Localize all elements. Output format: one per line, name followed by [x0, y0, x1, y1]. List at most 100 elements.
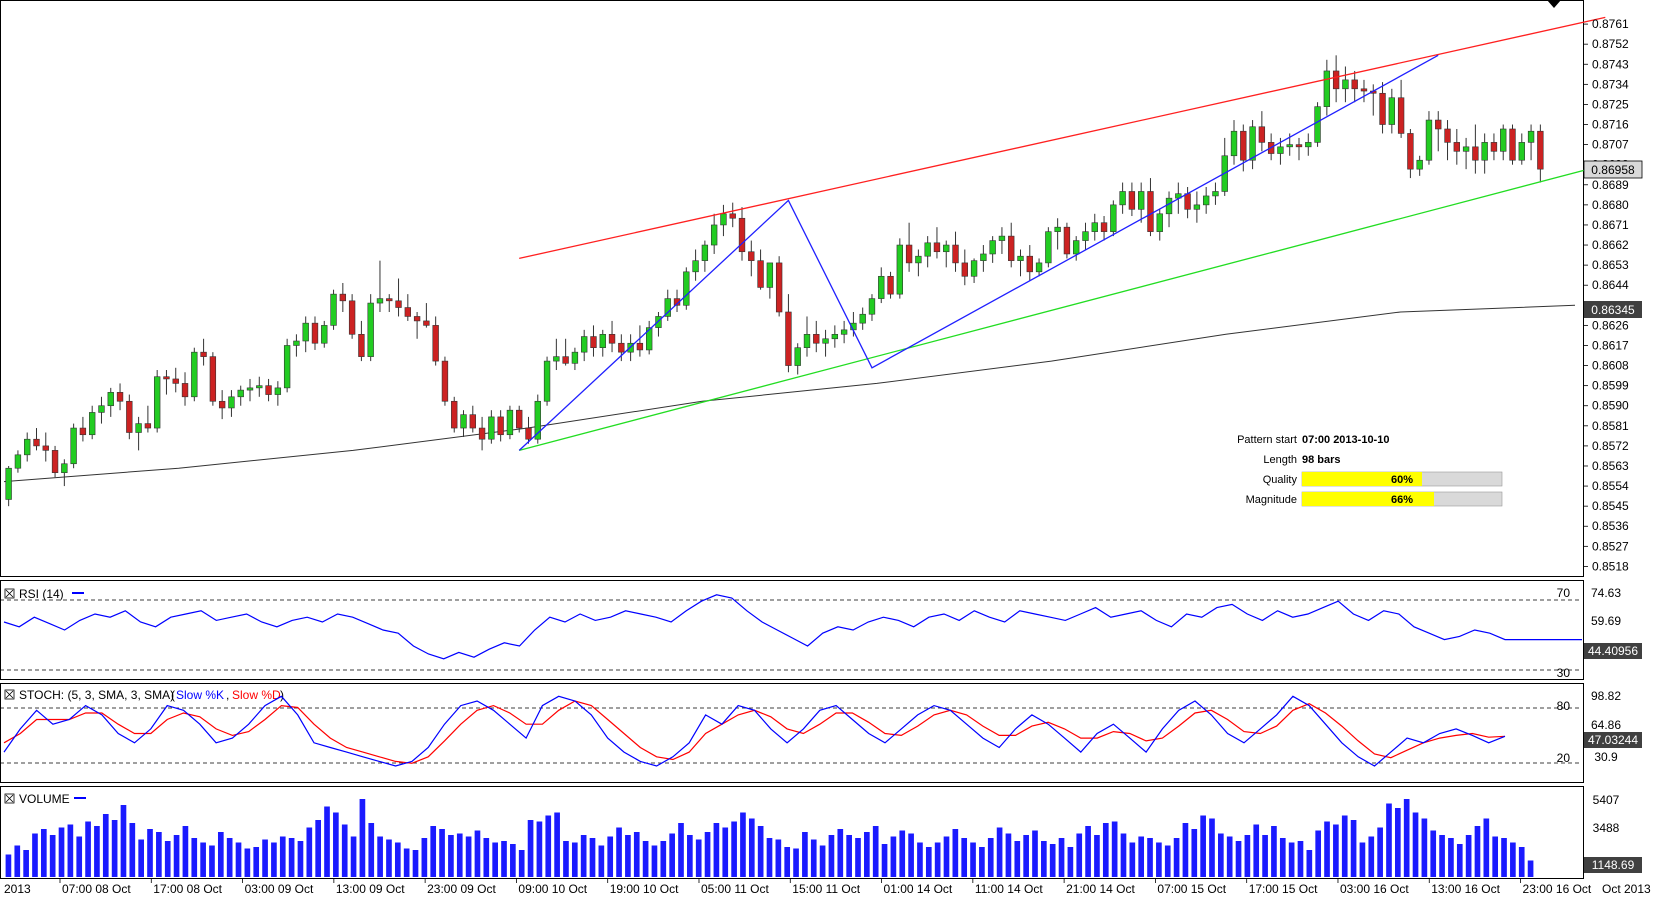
bear-candle [1360, 88, 1368, 92]
bull-candle [460, 414, 467, 429]
time-tick-label: 21:00 14 Oct [1066, 882, 1135, 896]
volume-bar [1023, 835, 1029, 877]
volume-bar [545, 815, 552, 877]
volume-bar [76, 836, 83, 877]
price-tick-label: 0.8590 [1592, 399, 1629, 413]
bear-candle [525, 427, 532, 440]
volume-bar [660, 841, 667, 877]
price-tick-label: 0.8689 [1592, 178, 1629, 192]
volume-bar [722, 827, 729, 877]
bear-candle [887, 275, 894, 295]
bull-candle [488, 416, 495, 440]
volume-bar [1492, 836, 1499, 877]
stoch-panel: STOCH: (5, 3, SMA, 3, SMA) ( Slow %K , S… [0, 688, 1642, 767]
volume-bar [1262, 835, 1268, 877]
volume-bar [740, 812, 746, 877]
volume-bar [828, 835, 835, 877]
volume-bar [1306, 850, 1313, 877]
bear-candle [516, 409, 523, 429]
ma-value-box [1584, 301, 1642, 318]
last-price-value: 0.86958 [1591, 163, 1635, 177]
volume-bars [5, 799, 1534, 877]
volume-bar [952, 829, 959, 877]
bull-candle [228, 396, 235, 409]
volume-bar [1191, 829, 1198, 877]
bear-candle [775, 262, 783, 313]
volume-bar [501, 841, 507, 877]
rsi-panel-frame [0, 580, 1584, 680]
bear-candle [1240, 130, 1247, 161]
stoch-d-label: Slow %D [232, 688, 281, 702]
volume-bar [810, 839, 817, 877]
volume-bar [359, 799, 366, 877]
bull-candle [61, 463, 68, 473]
ma-value: 0.86345 [1591, 303, 1635, 317]
volume-bar [271, 842, 277, 877]
bull-candle [915, 255, 922, 264]
bull-candle [1138, 191, 1145, 210]
volume-bar [1403, 799, 1410, 877]
volume-bar [1049, 844, 1056, 877]
volume-bar [173, 835, 180, 877]
bull-candle [645, 327, 653, 351]
stoch-legend-close: ) [280, 688, 284, 702]
quality-label: Quality [1263, 474, 1298, 486]
bull-candle [943, 244, 950, 253]
volume-bar [633, 832, 640, 877]
stoch-current-box [1584, 732, 1642, 748]
bull-candle [1481, 142, 1488, 161]
bull-candle [274, 387, 282, 395]
volume-bar [881, 844, 888, 877]
price-tick-label: 0.8581 [1592, 419, 1629, 433]
volume-bar [235, 842, 242, 877]
volume-bar [616, 827, 622, 877]
volume-panel-frame [0, 786, 1584, 879]
moving-average-layer [3, 304, 1576, 483]
collapse-icon [5, 589, 14, 598]
volume-bar [819, 845, 826, 877]
volume-bar [1333, 824, 1339, 877]
volume-bar [492, 842, 498, 877]
bull-candle [1230, 130, 1238, 157]
bull-candle [720, 213, 727, 226]
volume-bar [1350, 820, 1357, 877]
volume-bar [1014, 841, 1021, 877]
time-tick-label: 05:00 11 Oct [701, 882, 769, 896]
bull-candle [543, 360, 551, 402]
bear-candle [785, 311, 792, 366]
pattern-start-value: 07:00 2013-10-10 [1302, 434, 1389, 446]
time-tick-label: 13:00 16 Oct [1431, 882, 1500, 896]
time-tick-label: 17:00 15 Oct [1249, 882, 1318, 896]
volume-bar [943, 836, 950, 877]
bull-candle [710, 224, 718, 246]
bull-candle [655, 316, 662, 328]
bull-candle [701, 244, 709, 261]
stoch-legend-open: ( [171, 688, 175, 702]
length-value: 98 bars [1302, 454, 1341, 466]
bull-candle [1156, 213, 1163, 232]
volume-bar [1032, 830, 1038, 877]
bear-candle [1184, 193, 1191, 210]
volume-bar [1235, 841, 1242, 877]
rsi-current-box [1584, 643, 1642, 659]
volume-bar [1218, 833, 1224, 877]
volume-bar [1518, 847, 1525, 877]
rsi-title: RSI (14) [19, 587, 64, 601]
price-tick-label: 0.8563 [1592, 459, 1629, 473]
volume-bar [200, 842, 206, 877]
bull-candle [1082, 231, 1089, 241]
volume-bar [1315, 830, 1322, 877]
bull-candle [1323, 70, 1331, 107]
bear-candle [1435, 119, 1442, 130]
price-tick-label: 0.8554 [1592, 479, 1629, 493]
bull-candle [868, 298, 876, 315]
volume-bar [23, 850, 29, 877]
volume-bar [571, 842, 578, 877]
volume-bar [748, 818, 755, 877]
volume-bar [1430, 830, 1437, 877]
bear-candle [952, 244, 959, 264]
scroll-right-icon[interactable] [1547, 0, 1561, 8]
bull-candle [878, 275, 885, 299]
bull-candle [1277, 146, 1284, 154]
time-tick-label: 03:00 16 Oct [1340, 882, 1409, 896]
